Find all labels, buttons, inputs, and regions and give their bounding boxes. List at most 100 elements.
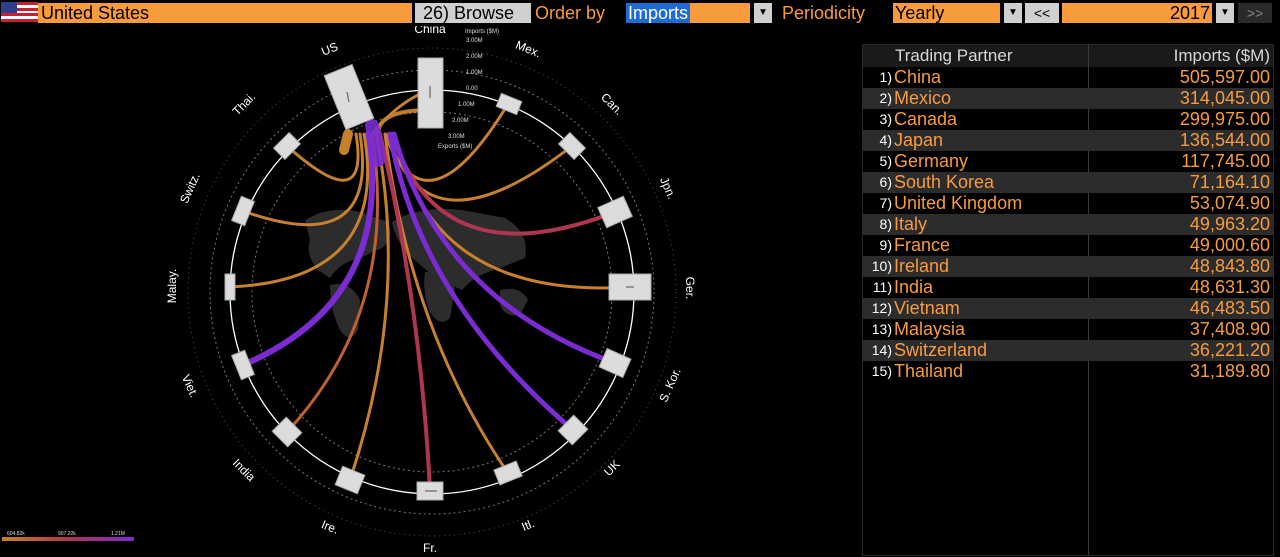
table-row[interactable]: 14) Switzerland 36,221.20 — [863, 340, 1273, 361]
country-field[interactable]: United States — [38, 3, 412, 23]
node-japan[interactable] — [597, 195, 633, 229]
row-rank: 15) — [871, 363, 892, 379]
legend-gradient-bar — [2, 537, 134, 541]
label-japan: Jpn. — [657, 175, 679, 201]
col-header-partner[interactable]: Trading Partner — [895, 46, 1013, 65]
year-field[interactable]: 2017 — [1062, 3, 1212, 23]
trade-chord-chart: Imports ($M) 3.00M 2.00M 1.00M 0.00 1.00… — [2, 26, 697, 555]
row-partner-name[interactable]: Mexico — [894, 88, 952, 108]
row-imports-value: 136,544.00 — [1179, 130, 1270, 150]
node-south-korea[interactable] — [598, 347, 632, 379]
flow-south-korea — [391, 131, 618, 366]
row-partner-name[interactable]: United Kingdom — [894, 193, 1023, 213]
node-india[interactable] — [271, 416, 303, 448]
node-markers — [346, 86, 634, 492]
node-us[interactable] — [323, 63, 375, 131]
label-thailand: Thai. — [230, 90, 259, 119]
scale-tick-0: 3.00M — [466, 38, 483, 44]
table-row[interactable]: 8) Italy 49,963.20 — [863, 214, 1273, 235]
browse-button[interactable]: 26) Browse — [415, 3, 531, 23]
flow-ireland — [348, 132, 390, 482]
table-row[interactable]: 1) China 505,597.00 — [863, 67, 1273, 88]
table-row[interactable]: 5) Germany 117,745.00 — [863, 151, 1273, 172]
node-vietnam[interactable] — [230, 349, 256, 381]
label-china: China — [414, 26, 446, 36]
periodicity-label: Periodicity — [782, 3, 866, 23]
scale-top-label: Imports ($M) — [465, 29, 499, 35]
row-rank: 2) — [879, 90, 892, 106]
row-rank: 3) — [879, 111, 892, 127]
order-by-label: Order by — [535, 3, 606, 23]
row-partner-name[interactable]: France — [894, 235, 951, 255]
label-us: US — [319, 39, 340, 58]
row-rank: 5) — [879, 153, 892, 169]
table-row[interactable]: 4) Japan 136,544.00 — [863, 130, 1273, 151]
node-ireland[interactable] — [334, 465, 366, 495]
label-india: India — [230, 456, 259, 485]
flow-france — [378, 132, 432, 492]
row-imports-value: 37,408.90 — [1189, 319, 1270, 339]
row-partner-name[interactable]: Switzerland — [894, 340, 988, 360]
table-row[interactable]: 10) Ireland 48,843.80 — [863, 256, 1273, 277]
row-imports-value: 36,221.20 — [1189, 340, 1270, 360]
row-partner-name[interactable]: Japan — [894, 130, 944, 150]
us-flag-icon — [1, 2, 38, 22]
row-partner-name[interactable]: Ireland — [894, 256, 950, 276]
node-switzerland[interactable] — [230, 195, 256, 227]
node-thailand[interactable] — [272, 131, 302, 161]
table-row[interactable]: 15) Thailand 31,189.80 — [863, 361, 1273, 382]
row-rank: 11) — [872, 279, 892, 295]
next-period-button[interactable]: >> — [1238, 3, 1272, 23]
table-row[interactable]: 6) South Korea 71,164.10 — [863, 172, 1273, 193]
node-italy[interactable] — [493, 460, 523, 486]
table-row[interactable]: 13) Malaysia 37,408.90 — [863, 319, 1273, 340]
col-header-imports[interactable]: Imports ($M) — [1173, 46, 1270, 65]
row-partner-name[interactable]: Thailand — [894, 361, 964, 381]
flow-switzerland — [241, 132, 365, 227]
country-value: United States — [41, 3, 150, 23]
row-partner-name[interactable]: Italy — [894, 214, 928, 234]
periodicity-dropdown-icon[interactable]: ▼ — [1004, 3, 1022, 23]
row-rank: 10) — [871, 258, 892, 274]
periodicity-select[interactable]: Yearly — [893, 3, 1000, 23]
row-partner-name[interactable]: Germany — [894, 151, 969, 171]
flow-vietnam — [240, 131, 376, 368]
flow-us-fan — [339, 129, 353, 155]
row-partner-name[interactable]: China — [894, 67, 942, 87]
dotted-ring-far — [187, 47, 677, 537]
table-row[interactable]: 2) Mexico 314,045.00 — [863, 88, 1273, 109]
row-imports-value: 46,483.50 — [1189, 298, 1270, 318]
row-partner-name[interactable]: Canada — [894, 109, 958, 129]
year-dropdown-icon[interactable]: ▼ — [1216, 3, 1234, 23]
partner-nodes — [224, 57, 652, 501]
label-france: Fr. — [423, 541, 437, 555]
row-partner-name[interactable]: Malaysia — [894, 319, 966, 339]
node-mexico[interactable] — [495, 92, 523, 116]
node-uk[interactable] — [557, 414, 589, 446]
node-canada[interactable] — [557, 131, 587, 161]
scale-tick-3: 0.00 — [466, 86, 478, 92]
row-partner-name[interactable]: India — [894, 277, 934, 297]
table-row[interactable]: 3) Canada 299,975.00 — [863, 109, 1273, 130]
table-row[interactable]: 9) France 49,000.60 — [863, 235, 1273, 256]
node-malaysia[interactable] — [224, 273, 236, 301]
prev-period-button[interactable]: << — [1025, 3, 1059, 23]
label-ireland: Ire. — [319, 517, 340, 536]
table-row[interactable]: 7) United Kingdom 53,074.90 — [863, 193, 1273, 214]
order-by-select[interactable]: Imports — [626, 3, 750, 23]
row-imports-value: 299,975.00 — [1179, 109, 1270, 129]
table-row[interactable]: 12) Vietnam 46,483.50 — [863, 298, 1273, 319]
label-vietnam: Viet. — [179, 372, 201, 399]
order-by-dropdown-icon[interactable]: ▼ — [754, 3, 772, 23]
flow-malaysia — [228, 132, 370, 289]
table-row[interactable]: 11) India 48,631.30 — [863, 277, 1273, 298]
row-partner-name[interactable]: South Korea — [894, 172, 995, 192]
row-partner-name[interactable]: Vietnam — [894, 298, 960, 318]
scale-bottom-label: Exports ($M) — [438, 144, 472, 150]
row-rank: 6) — [879, 174, 892, 190]
flow-thailand — [285, 132, 360, 182]
row-imports-value: 505,597.00 — [1179, 67, 1270, 87]
flow-india — [285, 132, 380, 434]
year-value: 2017 — [1169, 3, 1210, 23]
flow-canada — [386, 132, 574, 202]
